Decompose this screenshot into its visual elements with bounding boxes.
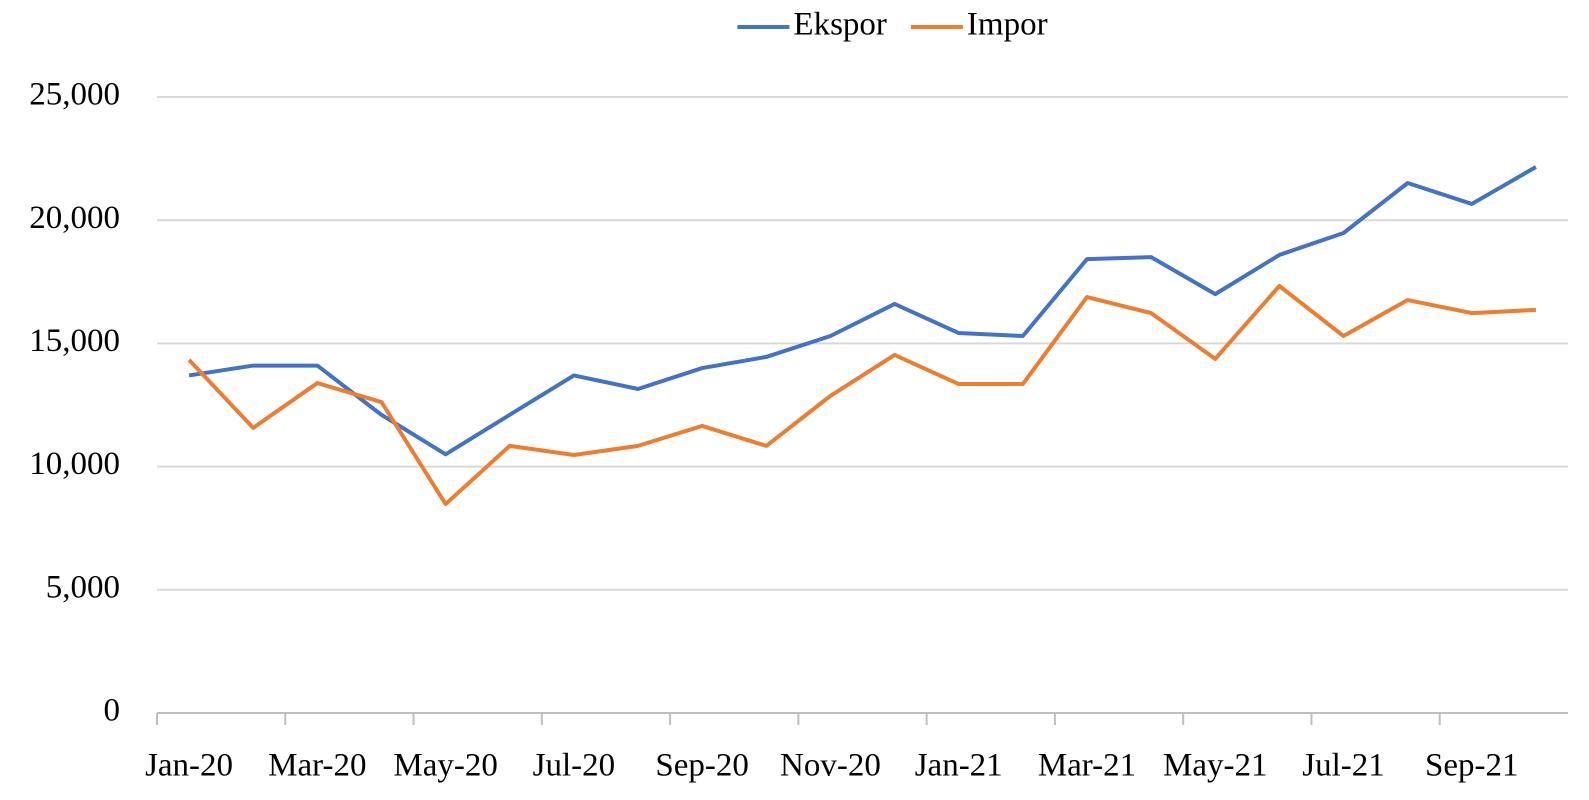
y-tick-label: 5,000 (46, 569, 120, 605)
x-tick-label: Sep-20 (655, 748, 749, 784)
x-tick-label: Mar-20 (268, 748, 366, 784)
x-tick-label: Nov-20 (780, 748, 881, 784)
x-tick-label: May-21 (1163, 748, 1267, 784)
legend-label: Ekspor (793, 7, 887, 43)
x-tick-label: May-20 (393, 748, 497, 784)
x-tick-label: Jan-20 (145, 748, 233, 784)
x-tick-label: Mar-21 (1038, 748, 1136, 784)
x-tick-label: Jul-20 (533, 748, 616, 784)
x-tick-label: Jan-21 (915, 748, 1003, 784)
y-tick-label: 25,000 (29, 77, 120, 113)
y-tick-label: 15,000 (29, 323, 120, 359)
series-line (187, 283, 1537, 507)
legend-label: Impor (967, 7, 1048, 43)
y-tick-label: 0 (104, 693, 121, 729)
y-tick-label: 10,000 (29, 446, 120, 482)
y-tick-label: 20,000 (29, 200, 120, 236)
x-tick-label: Jul-21 (1302, 748, 1385, 784)
x-tick-label: Sep-21 (1425, 748, 1519, 784)
series-line (188, 165, 1537, 457)
